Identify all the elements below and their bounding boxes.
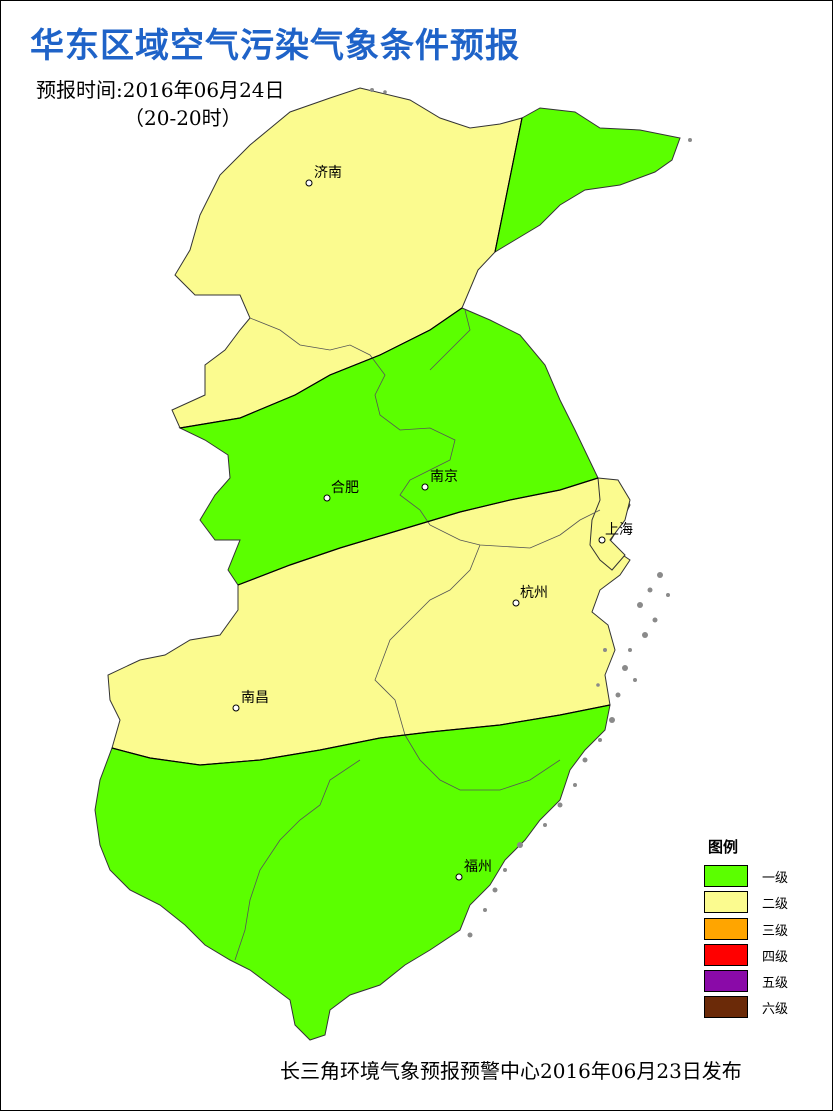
city-nanjing: 南京 [421, 469, 458, 491]
city-hangzhou: 杭州 [512, 585, 548, 607]
legend-swatch [704, 865, 748, 887]
legend-swatch [704, 970, 748, 992]
legend-swatch [704, 944, 748, 966]
forecast-hours: （20-20时） [124, 106, 242, 130]
city-jinan: 济南 [305, 165, 342, 187]
map-title: 华东区域空气污染气象条件预报 [30, 26, 520, 66]
legend-label: 五级 [762, 976, 789, 991]
legend-title: 图例 [708, 838, 739, 856]
forecast-date: 预报时间:2016年06月24日 [36, 78, 285, 102]
legend-label: 二级 [762, 897, 789, 912]
svg-text:合肥: 合肥 [331, 480, 359, 496]
zone-shanghai-level2 [589, 477, 631, 571]
legend-swatch [704, 996, 748, 1018]
zone-jiaodong-level1 [494, 107, 681, 254]
legend-label: 三级 [762, 924, 789, 939]
legend-swatch [704, 918, 748, 940]
legend-label: 六级 [762, 1002, 789, 1017]
zone-boundaries [111, 117, 611, 766]
svg-text:南昌: 南昌 [241, 690, 269, 706]
legend-swatch [704, 891, 748, 913]
city-fuzhou: 福州 [455, 859, 492, 881]
islands [370, 88, 692, 938]
city-nanchang: 南昌 [232, 690, 269, 712]
land [94, 87, 681, 1041]
city-hefei: 合肥 [323, 480, 359, 502]
legend-label: 一级 [762, 871, 789, 886]
svg-text:福州: 福州 [464, 859, 492, 875]
svg-text:南京: 南京 [430, 469, 458, 485]
province-boundaries [234, 309, 601, 961]
svg-text:杭州: 杭州 [520, 585, 548, 601]
city-shanghai: 上海 [598, 522, 633, 544]
svg-text:上海: 上海 [605, 522, 633, 538]
legend-label: 四级 [762, 950, 789, 965]
issuer-footer: 长三角环境气象预报预警中心2016年06月23日发布 [280, 1059, 742, 1083]
svg-text:济南: 济南 [314, 165, 342, 181]
